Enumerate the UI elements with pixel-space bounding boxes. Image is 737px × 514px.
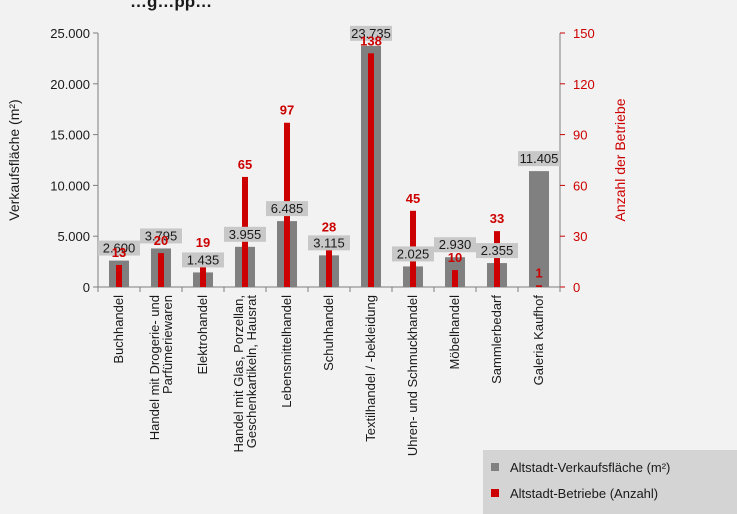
area-data-label: 2.025 bbox=[397, 246, 430, 261]
bar-count bbox=[200, 254, 206, 287]
x-category-label-line: Geschenkartikeln, Hausrat bbox=[244, 295, 259, 449]
area-data-label: 2.930 bbox=[439, 237, 472, 252]
area-data-label: 23.735 bbox=[351, 26, 391, 41]
area-label-bg bbox=[350, 25, 392, 41]
x-category-label-line: Uhren- und Schmuckhandel bbox=[405, 295, 420, 456]
x-category-label: Buchhandel bbox=[111, 295, 126, 364]
x-category-label: Möbelhandel bbox=[447, 295, 462, 370]
chart-title: …g…pp… bbox=[130, 0, 212, 11]
x-category-label: Handel mit Glas, Porzellan,Geschenkartik… bbox=[231, 295, 259, 453]
y-tick-label: 0 bbox=[83, 280, 90, 295]
x-category-label-line: Handel mit Drogerie- und bbox=[147, 295, 162, 440]
bar-count bbox=[536, 285, 542, 287]
x-category-label-line: Möbelhandel bbox=[447, 295, 462, 370]
area-data-label: 3.115 bbox=[313, 235, 345, 250]
legend-swatch-count bbox=[491, 489, 499, 497]
y-tick-label: 10.000 bbox=[50, 178, 90, 193]
count-data-label: 138 bbox=[360, 33, 382, 48]
x-category-label-line: Buchhandel bbox=[111, 295, 126, 364]
x-category-label-line: Handel mit Glas, Porzellan, bbox=[231, 295, 246, 453]
legend-box bbox=[483, 450, 737, 514]
y2-tick-label: 120 bbox=[573, 77, 595, 92]
x-category-label-line: Galeria Kaufhof bbox=[531, 295, 546, 386]
bar-count bbox=[158, 253, 164, 287]
y2-tick-label: 0 bbox=[573, 280, 580, 295]
x-category-label-line: Textilhandel / -bekleidung bbox=[363, 295, 378, 442]
legend-label-area: Altstadt-Verkaufsfläche (m²) bbox=[510, 460, 670, 475]
x-category-label-line: Sammlerbedarf bbox=[489, 295, 504, 384]
bar-count bbox=[116, 264, 122, 287]
legend-swatch-area bbox=[491, 463, 499, 471]
y2-tick-label: 150 bbox=[573, 26, 595, 41]
area-label-bg bbox=[392, 246, 434, 262]
area-label-bg bbox=[98, 240, 140, 256]
x-category-label-line: Parfümeriewaren bbox=[160, 295, 175, 394]
count-data-label: 97 bbox=[280, 103, 294, 118]
area-label-bg bbox=[476, 243, 518, 259]
x-category-label: Uhren- und Schmuckhandel bbox=[405, 295, 420, 456]
count-data-label: 28 bbox=[322, 220, 336, 235]
x-category-label: Textilhandel / -bekleidung bbox=[363, 295, 378, 442]
area-data-label: 2.355 bbox=[481, 243, 514, 258]
count-data-label: 65 bbox=[238, 157, 252, 172]
area-data-label: 3.955 bbox=[229, 227, 262, 242]
bar-count bbox=[326, 239, 332, 287]
x-category-label: Elektrohandel bbox=[195, 295, 210, 375]
x-category-label-line: Lebensmittelhandel bbox=[279, 295, 294, 408]
area-label-bg bbox=[518, 151, 560, 167]
x-category-label: Schuhhandel bbox=[321, 295, 336, 371]
y-tick-label: 5.000 bbox=[57, 229, 90, 244]
area-label-bg bbox=[182, 252, 224, 268]
axes: 05.00010.00015.00020.00025.0000306090120… bbox=[50, 26, 594, 295]
area-data-label: 11.405 bbox=[520, 151, 559, 166]
count-data-label: 20 bbox=[154, 233, 168, 248]
legend: Altstadt-Verkaufsfläche (m²) Altstadt-Be… bbox=[483, 450, 737, 514]
x-category-label-line: Schuhhandel bbox=[321, 295, 336, 371]
y-axis-title: Verkaufsfläche (m²) bbox=[6, 99, 22, 220]
y-tick-label: 20.000 bbox=[50, 77, 90, 92]
y-tick-label: 15.000 bbox=[50, 128, 90, 143]
y-tick-label: 25.000 bbox=[50, 26, 90, 41]
y2-tick-label: 60 bbox=[573, 178, 587, 193]
x-category-label: Lebensmittelhandel bbox=[279, 295, 294, 408]
x-category-label: Galeria Kaufhof bbox=[531, 295, 546, 386]
y2-tick-label: 30 bbox=[573, 229, 587, 244]
count-data-label: 33 bbox=[490, 211, 504, 226]
legend-label-count: Altstadt-Betriebe (Anzahl) bbox=[510, 486, 658, 501]
count-data-label: 13 bbox=[112, 245, 126, 260]
area-label-bg bbox=[434, 237, 476, 253]
area-label-bg bbox=[308, 235, 350, 251]
area-data-label: 3.795 bbox=[145, 228, 178, 243]
count-data-label: 1 bbox=[535, 265, 542, 280]
x-category-label: Sammlerbedarf bbox=[489, 295, 504, 384]
bar-count bbox=[452, 270, 458, 287]
area-data-label: 6.485 bbox=[271, 201, 304, 216]
area-data-label: 2.600 bbox=[103, 241, 136, 256]
count-data-label: 45 bbox=[406, 191, 420, 206]
area-label-bg bbox=[140, 228, 182, 244]
area-data-label: 1.435 bbox=[187, 252, 220, 267]
bar-area bbox=[529, 171, 549, 287]
bar-count bbox=[368, 53, 374, 287]
area-label-bg bbox=[224, 226, 266, 242]
bar-count bbox=[494, 231, 500, 287]
count-data-label: 19 bbox=[196, 235, 210, 250]
x-category-label-line: Elektrohandel bbox=[195, 295, 210, 375]
area-label-bg bbox=[266, 201, 308, 217]
count-data-label: 10 bbox=[448, 250, 462, 265]
y2-axis-title: Anzahl der Betriebe bbox=[612, 98, 628, 221]
y2-tick-label: 90 bbox=[573, 128, 587, 143]
